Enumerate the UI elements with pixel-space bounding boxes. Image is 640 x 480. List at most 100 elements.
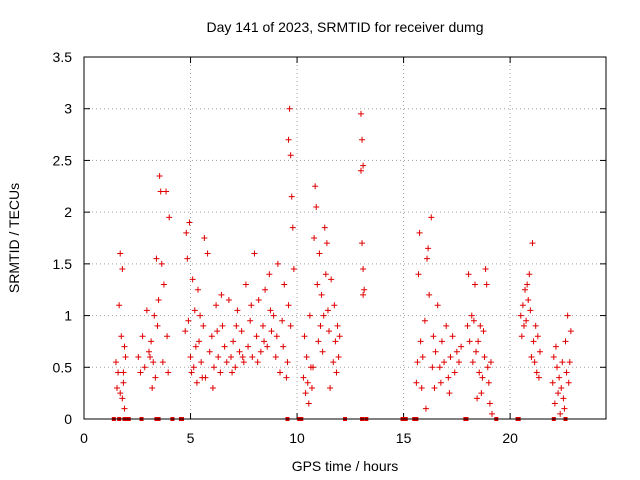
data-point	[360, 162, 367, 169]
data-point	[213, 302, 220, 309]
data-point	[481, 353, 488, 360]
data-point	[482, 266, 489, 273]
data-point	[418, 384, 425, 391]
data-point	[470, 317, 477, 324]
data-point	[234, 307, 241, 314]
data-point	[262, 286, 269, 293]
data-point	[304, 379, 311, 386]
data-point	[430, 333, 437, 340]
data-point	[315, 338, 322, 345]
data-point	[159, 359, 166, 366]
data-point	[310, 364, 317, 371]
data-point	[434, 302, 441, 309]
x-tick-label: 10	[289, 430, 305, 446]
data-point	[301, 333, 308, 340]
data-point	[313, 203, 320, 210]
data-point	[324, 307, 331, 314]
data-point	[484, 364, 491, 371]
data-point	[302, 390, 309, 397]
data-point	[319, 348, 326, 355]
data-point	[526, 271, 533, 278]
data-point	[523, 317, 530, 324]
data-point	[567, 328, 574, 335]
data-point	[197, 312, 204, 319]
data-point	[525, 297, 532, 304]
data-point	[327, 384, 334, 391]
data-point	[308, 384, 315, 391]
data-point	[193, 379, 200, 386]
data-point	[477, 322, 484, 329]
data-point	[479, 374, 486, 381]
data-point	[473, 348, 480, 355]
data-point	[489, 410, 496, 417]
data-point	[531, 359, 538, 366]
data-point	[264, 343, 271, 350]
data-point	[157, 188, 164, 195]
plot-frame	[83, 56, 607, 420]
data-point	[332, 338, 339, 345]
data-point	[209, 384, 216, 391]
data-point	[565, 379, 572, 386]
data-point	[480, 328, 487, 335]
data-point	[357, 110, 364, 117]
data-point	[261, 338, 268, 345]
data-point	[270, 312, 277, 319]
data-point	[215, 353, 222, 360]
data-point	[451, 369, 458, 376]
data-point	[273, 333, 280, 340]
data-point	[474, 395, 481, 402]
y-tick-label: 2.5	[53, 152, 73, 168]
data-point	[189, 276, 196, 283]
data-point	[121, 343, 128, 350]
data-point	[563, 369, 570, 376]
data-point	[166, 214, 173, 221]
data-point	[219, 322, 226, 329]
data-point	[232, 364, 239, 371]
data-point	[150, 359, 157, 366]
data-point	[550, 353, 557, 360]
data-point	[119, 395, 126, 402]
data-point	[230, 338, 237, 345]
data-point	[228, 353, 235, 360]
data-point	[249, 353, 256, 360]
y-tick-label: 3	[64, 101, 72, 117]
data-point	[552, 343, 559, 350]
data-point	[115, 369, 122, 376]
data-point	[281, 281, 288, 288]
data-point	[557, 410, 564, 417]
data-point	[414, 359, 421, 366]
x-tick-label: 0	[80, 430, 88, 446]
data-point	[533, 369, 540, 376]
data-point	[361, 286, 368, 293]
data-point	[553, 364, 560, 371]
data-point	[112, 359, 119, 366]
data-point	[359, 136, 366, 143]
data-point	[530, 338, 537, 345]
data-point	[333, 369, 340, 376]
data-point	[528, 353, 535, 360]
data-point	[137, 369, 144, 376]
data-point	[148, 338, 155, 345]
data-point	[188, 369, 195, 376]
data-point	[529, 240, 536, 247]
data-point	[359, 240, 366, 247]
data-point	[357, 167, 364, 174]
y-axis-label: SRMTID / TECUs	[6, 183, 22, 293]
data-point	[475, 338, 482, 345]
data-point	[200, 322, 207, 329]
data-point	[238, 328, 245, 335]
data-point	[317, 322, 324, 329]
data-point	[421, 317, 428, 324]
data-point	[283, 374, 290, 381]
data-point	[253, 333, 260, 340]
data-point	[225, 297, 232, 304]
data-point	[306, 312, 313, 319]
data-point	[182, 328, 189, 335]
y-tick-label: 2	[64, 204, 72, 220]
data-point	[214, 328, 221, 335]
data-point	[300, 374, 307, 381]
x-tick-label: 5	[187, 430, 195, 446]
data-point	[242, 281, 249, 288]
data-point	[149, 384, 156, 391]
